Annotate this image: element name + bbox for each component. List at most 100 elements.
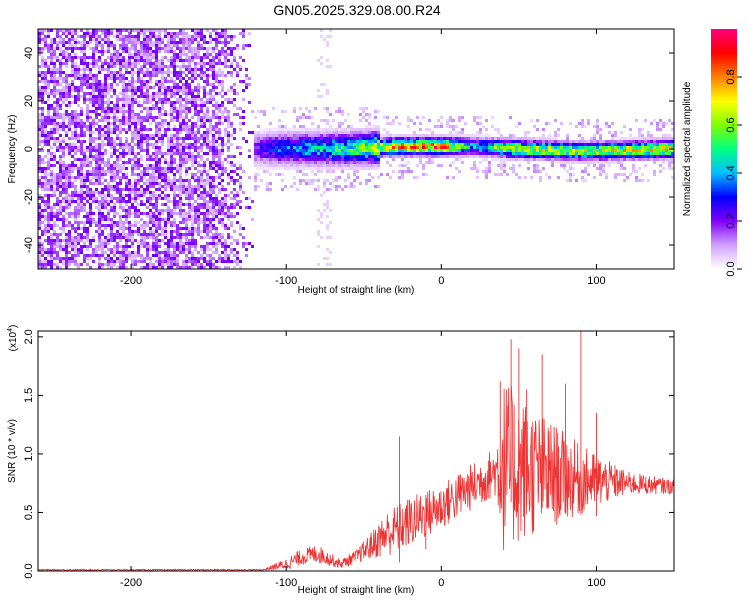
heatmap-cell	[170, 254, 173, 257]
heatmap-cell	[353, 143, 356, 146]
heatmap-cell	[167, 182, 170, 185]
heatmap-cell	[128, 200, 131, 203]
heatmap-cell	[188, 194, 191, 197]
heatmap-cell	[47, 113, 50, 116]
heatmap-cell	[230, 71, 233, 74]
heatmap-cell	[116, 137, 119, 140]
heatmap-cell	[296, 131, 299, 134]
heatmap-cell	[323, 179, 326, 182]
heatmap-cell	[224, 41, 227, 44]
heatmap-cell	[323, 83, 326, 86]
heatmap-cell	[197, 32, 200, 35]
heatmap-cell	[59, 155, 62, 158]
heatmap-cell	[116, 35, 119, 38]
heatmap-cell	[59, 143, 62, 146]
heatmap-cell	[302, 167, 305, 170]
heatmap-cell	[317, 185, 320, 188]
heatmap-cell	[122, 146, 125, 149]
heatmap-cell	[155, 236, 158, 239]
heatmap-cell	[44, 215, 47, 218]
heatmap-cell	[89, 266, 92, 269]
heatmap-cell	[104, 173, 107, 176]
heatmap-cell	[200, 47, 203, 50]
heatmap-cell	[53, 50, 56, 53]
heatmap-cell	[197, 224, 200, 227]
heatmap-cell	[50, 248, 53, 251]
heatmap-cell	[380, 149, 383, 152]
heatmap-cell	[362, 158, 365, 161]
heatmap-cell	[269, 131, 272, 134]
heatmap-cell	[188, 266, 191, 269]
heatmap-cell	[92, 197, 95, 200]
heatmap-cell	[215, 107, 218, 110]
heatmap-cell	[287, 152, 290, 155]
heatmap-cell	[101, 188, 104, 191]
heatmap-cell	[143, 170, 146, 173]
heatmap-cell	[164, 263, 167, 266]
heatmap-cell	[101, 107, 104, 110]
heatmap-cell	[131, 98, 134, 101]
heatmap-cell	[206, 119, 209, 122]
heatmap-cell	[104, 185, 107, 188]
heatmap-cell	[470, 155, 473, 158]
heatmap-cell	[122, 161, 125, 164]
heatmap-cell	[137, 254, 140, 257]
heatmap-cell	[281, 137, 284, 140]
heatmap-cell	[167, 149, 170, 152]
heatmap-cell	[209, 221, 212, 224]
heatmap-cell	[185, 131, 188, 134]
heatmap-cell	[50, 41, 53, 44]
heatmap-cell	[398, 122, 401, 125]
heatmap-cell	[227, 245, 230, 248]
heatmap-cell	[77, 98, 80, 101]
heatmap-cell	[212, 233, 215, 236]
heatmap-cell	[107, 56, 110, 59]
heatmap-cell	[137, 89, 140, 92]
heatmap-cell	[158, 110, 161, 113]
heatmap-cell	[293, 143, 296, 146]
heatmap-cell	[167, 113, 170, 116]
heatmap-cell	[335, 110, 338, 113]
heatmap-cell	[131, 266, 134, 269]
heatmap-cell	[368, 122, 371, 125]
heatmap-cell	[134, 38, 137, 41]
heatmap-cell	[98, 224, 101, 227]
heatmap-cell	[236, 260, 239, 263]
heatmap-cell	[38, 209, 41, 212]
heatmap-cell	[56, 263, 59, 266]
heatmap-cell	[59, 173, 62, 176]
heatmap-cell	[137, 119, 140, 122]
heatmap-cell	[182, 122, 185, 125]
heatmap-cell	[287, 140, 290, 143]
heatmap-cell	[224, 239, 227, 242]
heatmap-cell	[62, 167, 65, 170]
heatmap-cell	[65, 194, 68, 197]
heatmap-cell	[290, 137, 293, 140]
heatmap-cell	[113, 131, 116, 134]
heatmap-cell	[209, 230, 212, 233]
heatmap-cell	[230, 215, 233, 218]
heatmap-cell	[104, 149, 107, 152]
heatmap-cell	[47, 197, 50, 200]
heatmap-cell	[62, 77, 65, 80]
heatmap-cell	[341, 146, 344, 149]
heatmap-cell	[272, 149, 275, 152]
heatmap-cell	[230, 203, 233, 206]
heatmap-cell	[335, 137, 338, 140]
heatmap-cell	[371, 140, 374, 143]
heatmap-cell	[236, 146, 239, 149]
heatmap-cell	[197, 233, 200, 236]
heatmap-cell	[170, 212, 173, 215]
heatmap-cell	[80, 149, 83, 152]
heatmap-cell	[473, 137, 476, 140]
heatmap-cell	[350, 149, 353, 152]
heatmap-cell	[80, 110, 83, 113]
heatmap-cell	[80, 47, 83, 50]
heatmap-cell	[41, 116, 44, 119]
heatmap-cell	[89, 35, 92, 38]
heatmap-cell	[299, 125, 302, 128]
heatmap-cell	[164, 95, 167, 98]
heatmap-cell	[188, 167, 191, 170]
heatmap-cell	[62, 239, 65, 242]
heatmap-cell	[443, 155, 446, 158]
